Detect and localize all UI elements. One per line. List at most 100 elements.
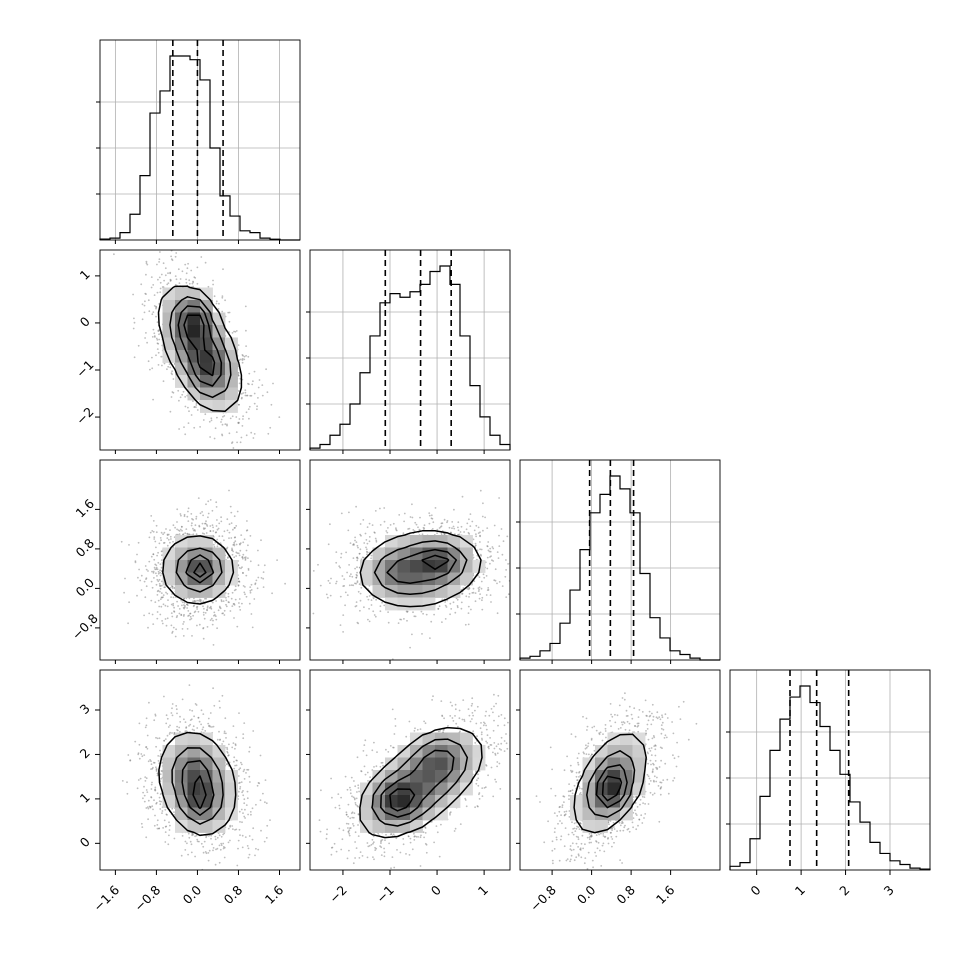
sample-point — [244, 394, 247, 397]
sample-point — [210, 617, 213, 620]
panel-frame — [309, 459, 511, 661]
sample-point — [186, 533, 189, 535]
sample-point — [204, 413, 207, 416]
sample-point — [226, 752, 229, 754]
sample-point — [479, 593, 481, 595]
density-cell — [175, 287, 188, 301]
sample-point — [194, 524, 197, 527]
sample-point — [245, 574, 248, 577]
sample-point — [153, 294, 156, 296]
sample-point — [348, 564, 350, 566]
sample-point — [207, 725, 210, 727]
sample-point — [184, 263, 187, 266]
sample-point — [491, 546, 494, 548]
sample-point — [160, 584, 163, 587]
sample-point — [186, 607, 189, 609]
sample-point — [342, 631, 344, 633]
sample-point — [348, 584, 351, 587]
sample-point — [171, 587, 174, 590]
sample-point — [154, 540, 157, 543]
sample-point — [157, 351, 160, 354]
sample-point — [185, 281, 188, 284]
sample-point — [185, 528, 188, 530]
sample-point — [151, 336, 154, 338]
sample-point — [258, 379, 261, 381]
sample-point — [155, 306, 158, 309]
sample-point — [360, 534, 362, 537]
sample-point — [154, 601, 157, 603]
sample-point — [253, 433, 256, 435]
sample-point — [167, 365, 170, 368]
sample-point — [187, 520, 190, 522]
sample-point — [152, 328, 155, 331]
sample-point — [153, 332, 156, 335]
density-cell — [212, 585, 226, 598]
sample-point — [351, 575, 354, 578]
scatter-panel-0-3 — [99, 669, 301, 871]
sample-point — [511, 559, 513, 561]
sample-point — [152, 553, 155, 556]
sample-point — [469, 513, 472, 515]
sample-point — [207, 859, 210, 862]
sample-point — [348, 511, 350, 514]
sample-point — [214, 838, 217, 841]
sample-point — [208, 420, 211, 423]
sample-point — [120, 540, 123, 543]
density-cell — [187, 560, 201, 573]
hist-panel-3 — [726, 669, 931, 871]
sample-point — [358, 552, 361, 555]
sample-point — [146, 341, 149, 344]
sample-point — [375, 598, 377, 601]
sample-point — [250, 394, 253, 397]
sample-point — [223, 539, 225, 542]
sample-point — [150, 763, 153, 766]
sample-point — [467, 605, 470, 608]
sample-point — [192, 400, 194, 402]
sample-point — [242, 553, 245, 556]
sample-point — [474, 545, 477, 548]
sample-point — [166, 534, 169, 536]
sample-point — [214, 615, 217, 618]
sample-point — [223, 856, 226, 859]
sample-point — [155, 583, 158, 586]
density-cell — [200, 400, 213, 413]
sample-point — [409, 516, 412, 518]
sample-point — [352, 544, 354, 546]
sample-point — [487, 541, 490, 543]
sample-point — [160, 539, 163, 542]
sample-point — [443, 533, 446, 536]
sample-point — [157, 580, 160, 583]
sample-point — [238, 605, 241, 608]
sample-point — [181, 526, 183, 528]
sample-point — [204, 851, 207, 853]
sample-point — [159, 590, 161, 593]
sample-point — [263, 564, 266, 567]
sample-point — [181, 835, 184, 837]
sample-point — [474, 542, 477, 545]
sample-point — [239, 543, 241, 546]
sample-point — [236, 552, 239, 555]
sample-point — [284, 582, 286, 585]
sample-point — [392, 522, 395, 525]
sample-point — [355, 505, 357, 508]
sample-point — [372, 610, 375, 613]
sample-point — [194, 600, 197, 603]
sample-point — [456, 605, 459, 607]
sample-point — [247, 544, 249, 547]
sample-point — [239, 787, 241, 790]
sample-point — [159, 251, 161, 253]
sample-point — [237, 422, 240, 425]
sample-point — [270, 403, 273, 406]
sample-point — [169, 272, 172, 275]
sample-point — [165, 714, 168, 717]
sample-point — [160, 777, 163, 780]
sample-point — [241, 425, 244, 427]
sample-point — [467, 623, 470, 626]
sample-point — [154, 336, 156, 338]
sample-point — [183, 604, 185, 606]
sample-point — [144, 292, 147, 295]
sample-point — [145, 260, 148, 263]
sample-point — [161, 554, 163, 557]
sample-point — [192, 614, 195, 617]
sample-point — [175, 616, 178, 619]
